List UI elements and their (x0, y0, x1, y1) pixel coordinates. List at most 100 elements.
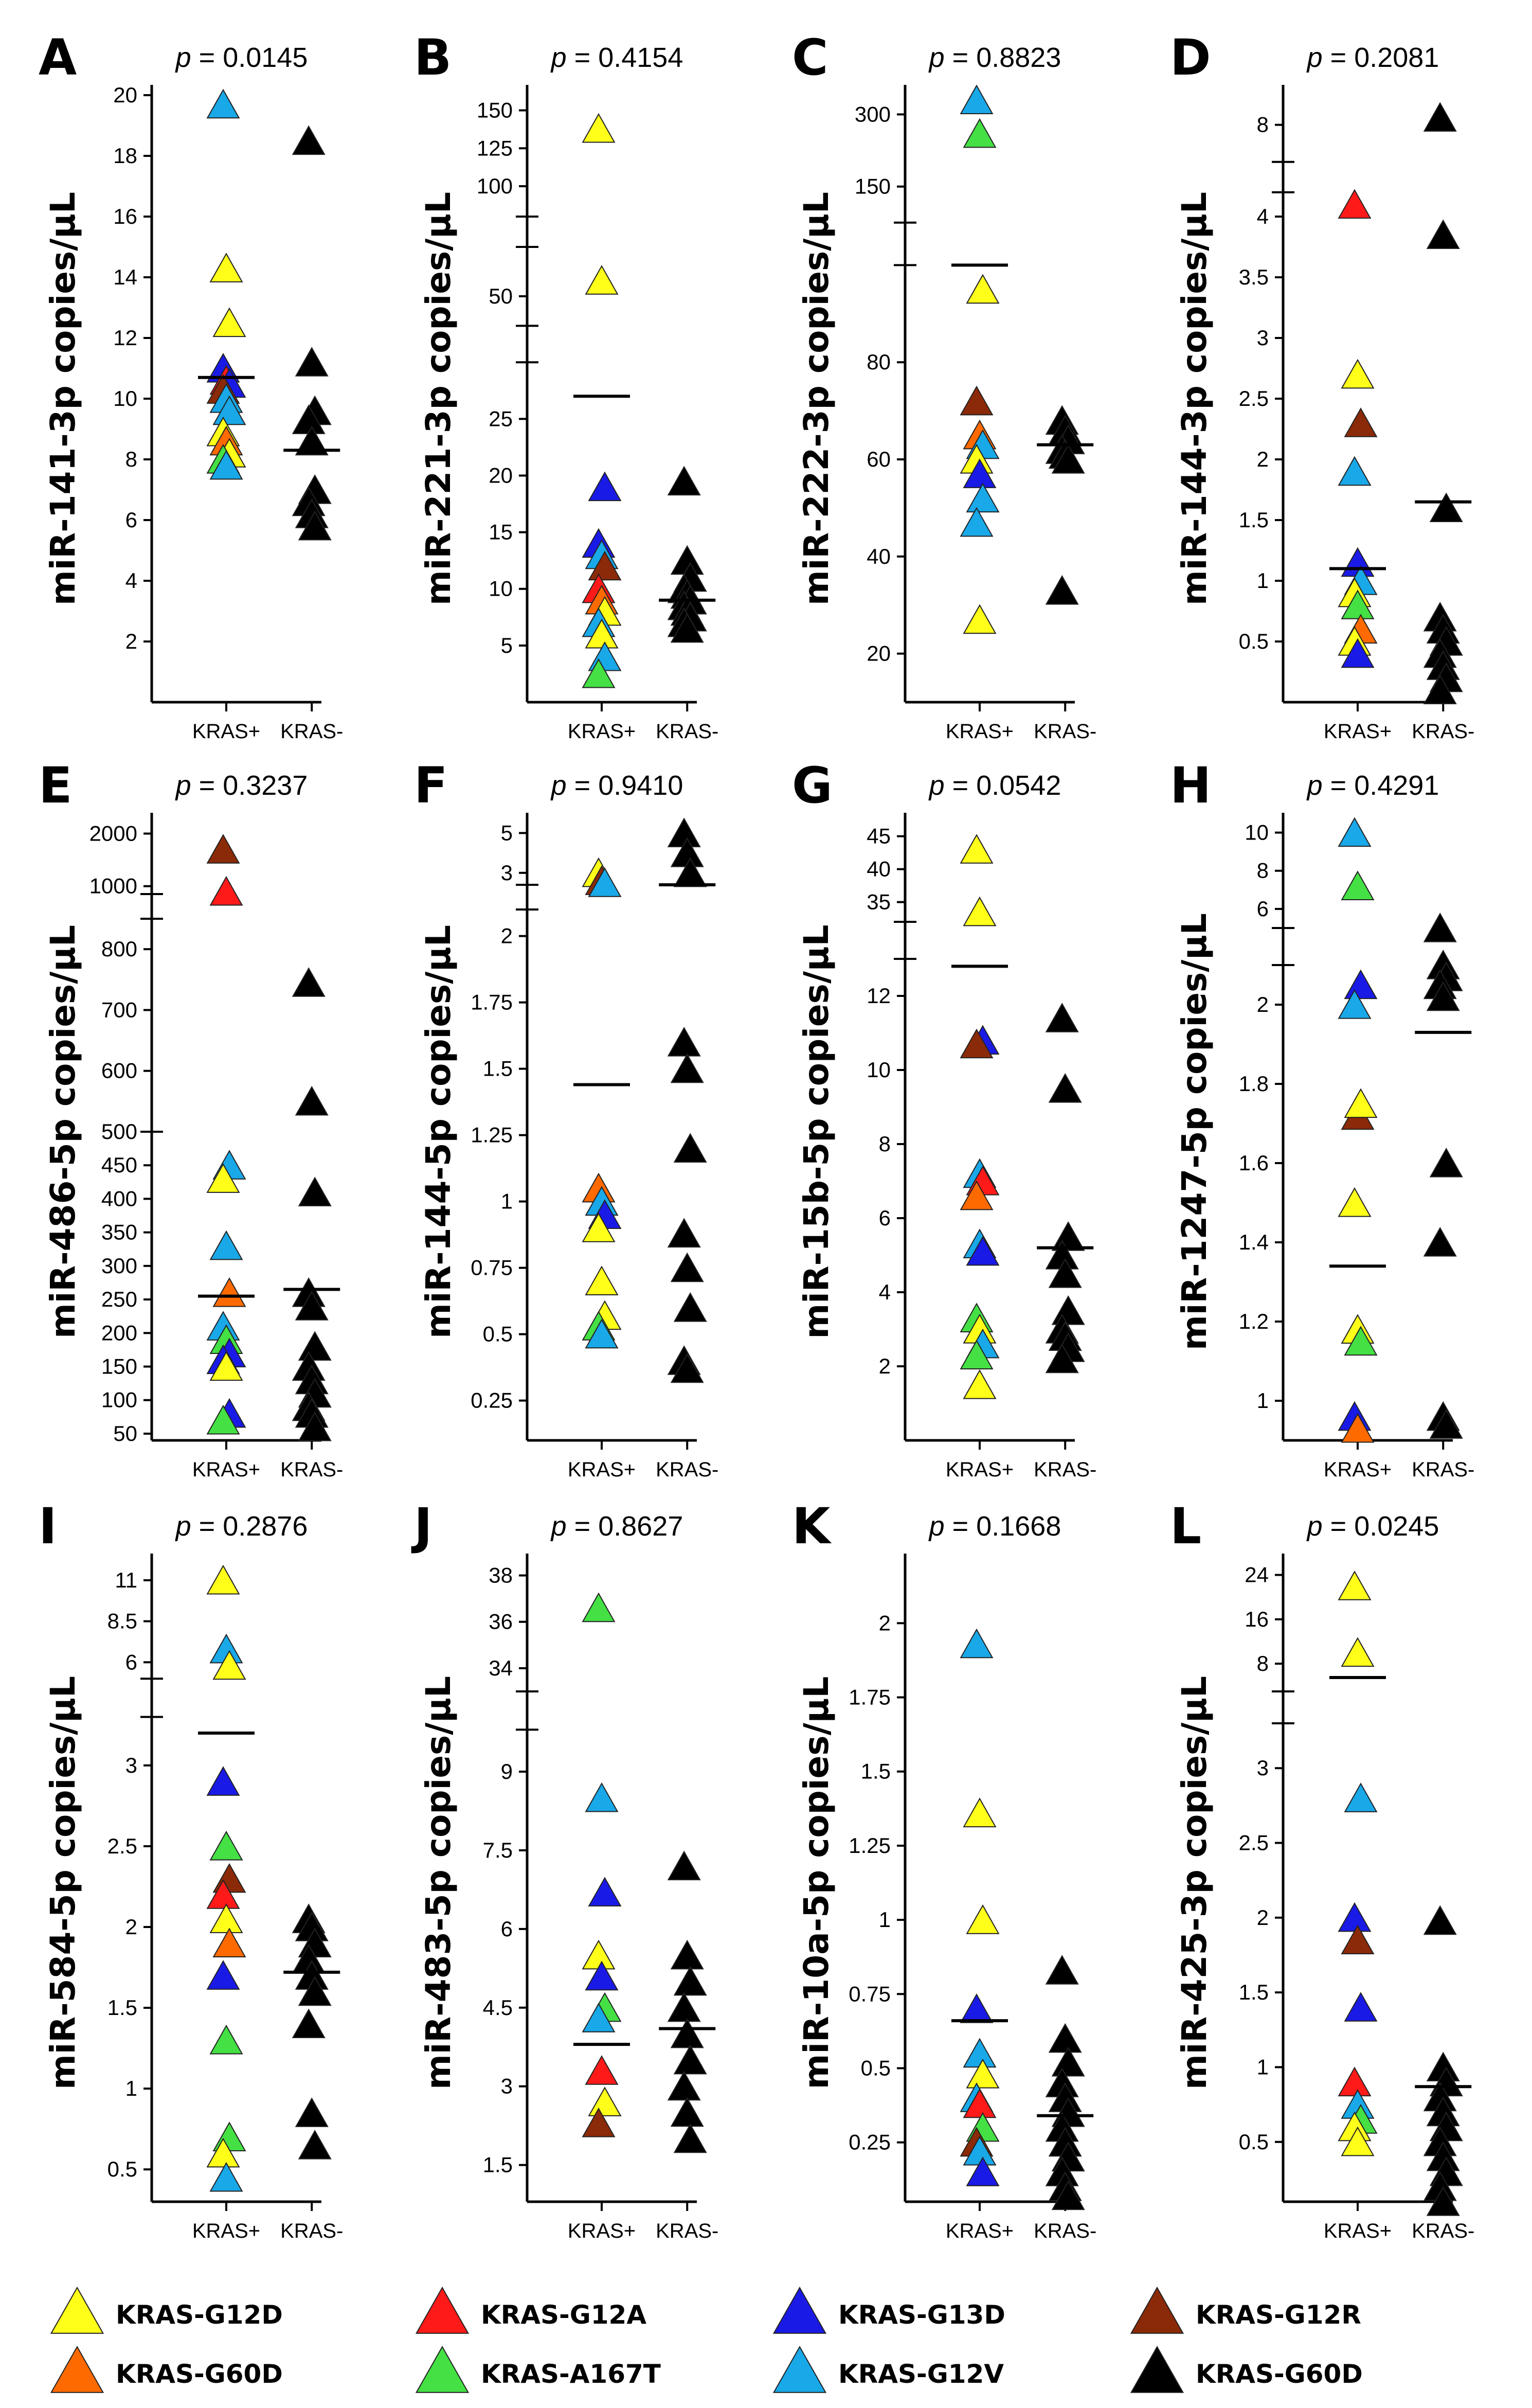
y-tick-label: 600 (101, 1059, 137, 1083)
kras-pos-point (209, 1351, 243, 1381)
y-tick-label: 3 (501, 861, 513, 885)
kras-pos-point (966, 274, 1000, 304)
kras-neg-point (670, 2018, 704, 2048)
x-tick-label: KRAS+ (1324, 720, 1392, 743)
kras-pos-point (585, 1318, 619, 1349)
y-tick-label: 5 (501, 633, 513, 657)
y-tick-label: 2 (125, 1915, 137, 1939)
legend-label: KRAS-G12A (481, 2300, 646, 2330)
y-tick-label: 11 (115, 1568, 137, 1592)
legend-marker (50, 2286, 104, 2334)
kras-pos-point (1344, 1782, 1378, 1812)
kras-pos-point (585, 1782, 619, 1812)
x-tick-label: KRAS+ (192, 1458, 260, 1481)
y-axis-label: miR-425-3p copies/μL (1175, 1676, 1214, 2090)
p-value-italic: p (550, 1511, 567, 1542)
y-tick-label: 4 (879, 1280, 891, 1304)
x-tick-label: KRAS- (1412, 2220, 1474, 2242)
y-tick-label: 150 (477, 98, 513, 122)
y-tick-label: 1000 (89, 874, 137, 898)
kras-pos-point (206, 2137, 240, 2168)
panel-letter: L (1170, 1497, 1201, 1555)
y-tick-label: 25 (489, 406, 513, 431)
y-tick-label: 10 (113, 386, 137, 411)
kras-pos-point (960, 1340, 994, 1369)
kras-pos-point (206, 1564, 240, 1595)
kras-pos-point (209, 450, 243, 480)
y-tick-label: 2 (1257, 447, 1269, 471)
kras-pos-point (212, 307, 246, 337)
y-tick-label: 125 (477, 136, 513, 160)
p-value-italic: p (1306, 1511, 1323, 1542)
kras-neg-point (667, 466, 701, 496)
kras-neg-point (298, 1331, 332, 1361)
p-value-italic: p (928, 1511, 945, 1542)
x-tick-label: KRAS- (280, 1458, 343, 1481)
p-value-number: = 0.4291 (1323, 770, 1439, 801)
p-value-number: = 0.3237 (191, 770, 308, 801)
y-tick-label: 14 (113, 265, 137, 289)
y-axis-label: miR-15b-5p copies/μL (797, 924, 836, 1339)
p-value-italic: p (928, 770, 945, 801)
y-tick-label: 3.5 (1239, 265, 1269, 289)
x-tick-label: KRAS+ (192, 720, 260, 743)
x-tick-label: KRAS+ (568, 2220, 636, 2242)
kras-pos-point (582, 113, 616, 143)
kras-neg-point (673, 1966, 707, 1996)
y-tick-label: 1 (1257, 2055, 1269, 2079)
kras-neg-point (1051, 443, 1085, 474)
y-tick-label: 300 (101, 1254, 137, 1278)
y-axis-label: miR-10a-5p copies/μL (797, 1676, 836, 2090)
kras-pos-point (588, 2086, 622, 2116)
kras-neg-point (295, 1085, 329, 1116)
kras-pos-point (1344, 1088, 1378, 1118)
kras-pos-point (966, 2058, 1000, 2089)
kras-neg-point (298, 1176, 332, 1206)
x-tick-label: KRAS+ (568, 720, 636, 743)
kras-pos-point (1338, 1571, 1372, 1600)
x-tick-label: KRAS- (1412, 1458, 1474, 1481)
kras-pos-point (963, 1369, 997, 1399)
kras-pos-point (1341, 590, 1375, 619)
kras-pos-point (963, 896, 997, 926)
kras-pos-point (588, 867, 622, 897)
y-tick-label: 3 (1257, 1756, 1269, 1780)
x-tick-label: KRAS- (1034, 2220, 1096, 2242)
kras-pos-point (1338, 989, 1372, 1019)
kras-pos-point (212, 1650, 246, 1680)
legend-marker (50, 2345, 104, 2393)
kras-neg-point (1429, 1147, 1463, 1178)
y-tick-label: 1.5 (483, 1057, 513, 1081)
y-tick-label: 0.5 (1239, 629, 1269, 653)
kras-pos-point (582, 2108, 616, 2137)
p-value-italic: p (550, 42, 567, 73)
y-axis-label: miR-144-3p copies/μL (1175, 192, 1214, 605)
y-tick-label: 7.5 (483, 1838, 513, 1862)
kras-pos-point (963, 2038, 997, 2068)
y-axis-label: miR-144-5p copies/μL (419, 925, 458, 1339)
y-tick-label: 1.25 (849, 1833, 891, 1858)
kras-neg-point (1048, 1073, 1082, 1103)
y-tick-label: 4.5 (483, 1995, 513, 2020)
y-tick-label: 1 (1257, 568, 1269, 593)
kras-pos-point (206, 88, 240, 119)
kras-pos-point (960, 1993, 994, 2023)
kras-neg-point (295, 1291, 329, 1321)
y-tick-label: 1.8 (1239, 1072, 1269, 1096)
kras-neg-point (1048, 2023, 1082, 2053)
y-tick-label: 6 (1257, 897, 1269, 921)
y-tick-label: 3 (1257, 326, 1269, 350)
p-value-number: = 0.0245 (1323, 1511, 1439, 1542)
y-tick-label: 38 (489, 1563, 513, 1588)
kras-pos-point (1341, 870, 1375, 900)
y-tick-label: 1.2 (1239, 1309, 1269, 1333)
kras-neg-point (670, 2097, 704, 2127)
kras-pos-point (960, 84, 994, 114)
y-tick-label: 5 (501, 820, 513, 845)
x-tick-label: KRAS+ (946, 720, 1014, 743)
kras-neg-point (295, 347, 329, 377)
kras-pos-point (963, 1797, 997, 1828)
